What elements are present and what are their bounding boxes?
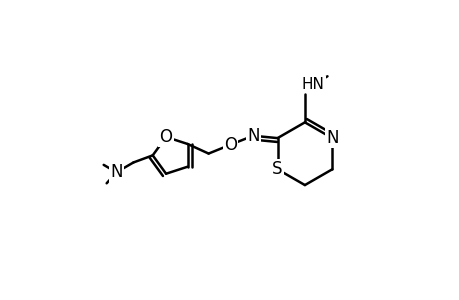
Text: N: N — [110, 163, 123, 181]
Text: O: O — [224, 136, 236, 154]
Text: N: N — [325, 129, 338, 147]
Text: O: O — [159, 128, 172, 146]
Text: S: S — [272, 160, 282, 178]
Text: HN: HN — [301, 77, 324, 92]
Text: N: N — [246, 127, 259, 145]
